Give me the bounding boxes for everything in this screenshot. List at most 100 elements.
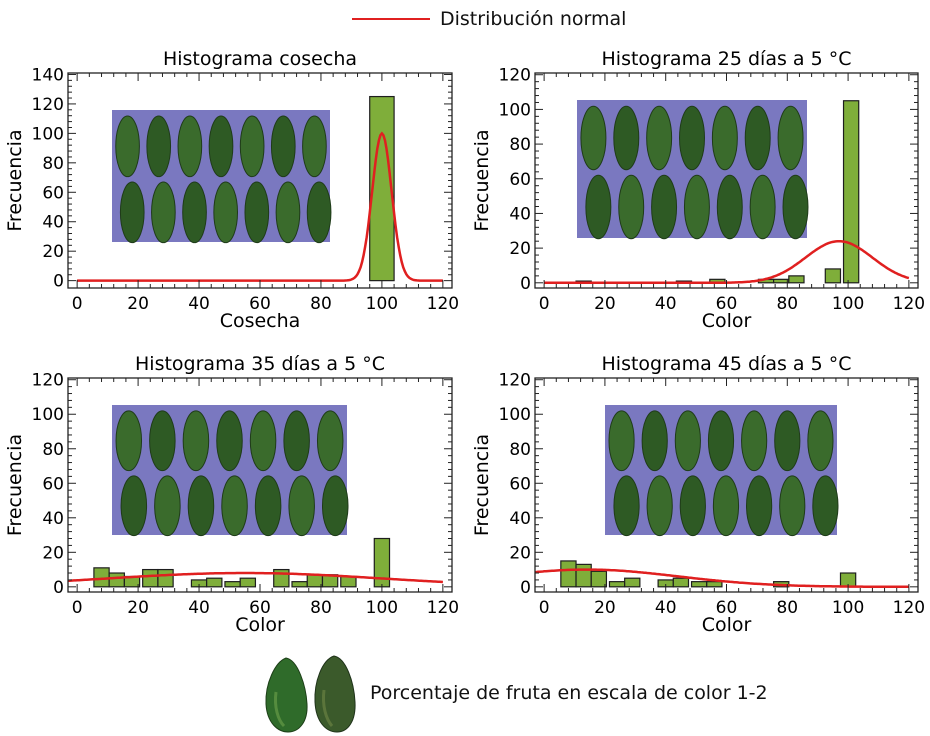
y-tick-label: 120: [499, 371, 531, 391]
x-tick-label: 0: [72, 598, 83, 618]
x-tick-label: 80: [776, 294, 798, 314]
x-tick-label: 20: [127, 294, 149, 314]
y-tick-label: 100: [32, 405, 64, 425]
chart-panel-1: Histograma cosecha 0 20 40 60 80 100 120 0 20 40 60…: [4, 48, 459, 332]
y-tick-label: 0: [53, 272, 64, 292]
legend-line-swatch: [352, 18, 430, 20]
legend-label: Distribución normal: [440, 8, 627, 30]
x-tick-label: 80: [776, 598, 798, 618]
y-tick-label: 40: [42, 213, 64, 233]
avocado-fruit: [149, 410, 176, 472]
avocado-fruit: [774, 410, 801, 472]
y-tick-label: 20: [509, 239, 531, 259]
avocado-fruit: [321, 475, 349, 537]
histogram-bar: [157, 568, 174, 588]
avocado-fruit: [151, 181, 176, 244]
bottom-legend-label: Porcentaje de fruta en escala de color 1…: [370, 682, 768, 704]
x-axis-label: Color: [702, 614, 752, 636]
fruit-tray-photo: [112, 110, 332, 244]
histogram-bar: [624, 577, 641, 588]
normal-curve-line: [67, 571, 443, 584]
avocado-fruit: [119, 181, 145, 244]
x-axis-label: Cosecha: [220, 310, 301, 332]
x-tick-label: 20: [594, 598, 616, 618]
avocado-fruit: [744, 105, 771, 171]
avocado-fruit: [712, 475, 740, 537]
histogram-bar: [306, 574, 324, 588]
histogram-bar: [206, 577, 223, 588]
histogram-bar: [590, 570, 608, 588]
x-tick-label: 60: [716, 598, 738, 618]
y-tick-label: 120: [32, 371, 64, 391]
x-tick-label: 60: [716, 294, 738, 314]
avocado-fruit: [213, 181, 239, 244]
avocado-fruit: [239, 115, 265, 178]
avocado-fruit: [244, 181, 270, 244]
x-tick-label: 40: [188, 294, 210, 314]
histogram-bar: [608, 581, 626, 588]
histogram-bar: [108, 572, 125, 588]
normal-curve-line: [534, 568, 909, 589]
histogram-bar: [788, 275, 805, 284]
y-tick-label: 80: [42, 154, 64, 174]
y-tick-label: 40: [42, 509, 64, 529]
chart-title: Histograma 35 días a 5 °C: [135, 353, 385, 375]
x-tick-label: 120: [427, 598, 459, 618]
bottom-legend: Porcentaje de fruta en escala de color 1…: [262, 652, 768, 734]
y-tick-label: 120: [32, 95, 64, 115]
avocado-fruit: [182, 410, 210, 472]
avocado-fruit: [679, 105, 705, 171]
y-tick-label: 60: [42, 474, 64, 494]
y-tick-label: 100: [499, 100, 531, 120]
avocado-fruit: [283, 410, 310, 472]
avocado-fruit: [741, 410, 768, 472]
x-tick-label: 120: [893, 294, 925, 314]
x-tick-label: 0: [539, 598, 550, 618]
y-tick-label: 100: [499, 405, 531, 425]
y-tick-label: 120: [499, 66, 531, 86]
histogram-bar: [690, 581, 708, 588]
avocado-fruit: [249, 410, 277, 472]
x-tick-label: 120: [893, 598, 925, 618]
chart-panel-3: Histograma 35 días a 5 °C 0 20 40 60 80 100 120…: [4, 353, 459, 636]
avocado-fruit: [716, 174, 743, 240]
histogram-bar: [773, 278, 790, 284]
y-tick-label: 20: [42, 242, 64, 262]
avocado-icon: [265, 657, 308, 733]
fruit-tray-photo: [112, 405, 349, 537]
avocado-fruit: [679, 475, 706, 537]
avocado-fruit: [208, 115, 234, 178]
avocado-fruit: [618, 174, 645, 240]
histogram-bar: [224, 581, 241, 588]
avocado-fruit: [711, 105, 738, 171]
chart-title: Histograma cosecha: [163, 48, 357, 70]
avocado-fruit: [779, 475, 806, 537]
x-tick-label: 40: [655, 294, 677, 314]
avocado-fruit: [154, 475, 181, 537]
y-axis-label: Frecuencia: [4, 129, 26, 231]
x-tick-label: 100: [366, 598, 398, 618]
chart-title: Histograma 25 días a 5 °C: [602, 48, 852, 70]
y-tick-label: 60: [509, 170, 531, 190]
fruit-tray-photo: [605, 405, 839, 537]
y-tick-label: 60: [42, 183, 64, 203]
avocado-fruit: [288, 475, 315, 537]
avocado-fruit: [807, 410, 834, 472]
x-tick-label: 80: [310, 294, 332, 314]
avocado-fruit: [782, 174, 809, 240]
avocado-fruit: [316, 410, 344, 472]
avocado-fruit: [306, 181, 332, 244]
x-tick-label: 40: [188, 598, 210, 618]
x-tick-label: 100: [832, 598, 864, 618]
avocado-fruit: [120, 475, 148, 537]
avocado-fruit: [613, 105, 640, 171]
x-tick-label: 100: [366, 294, 398, 314]
y-tick-label: 0: [53, 578, 64, 598]
x-axis-label: Color: [702, 310, 752, 332]
y-tick-label: 20: [42, 543, 64, 563]
x-tick-label: 120: [427, 294, 459, 314]
legend: Distribución normal: [352, 6, 626, 32]
avocado-fruit: [646, 475, 673, 537]
avocado-fruit: [641, 410, 668, 472]
x-axis-label: Color: [235, 614, 285, 636]
